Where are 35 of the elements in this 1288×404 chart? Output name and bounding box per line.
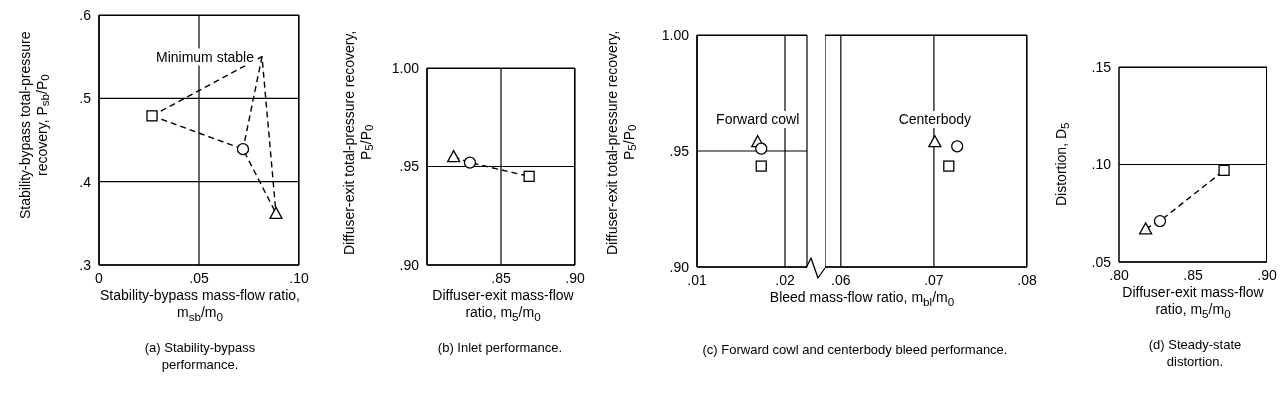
annotation: Centerbody [896,110,974,128]
y-tick-label: .6 [79,6,92,23]
x-tick-label: .01 [687,271,707,288]
x-tick-label: .02 [775,271,795,288]
x-axis-title: Bleed mass-flow ratio, m$_{bl}$/m$_{0}$ [768,289,956,310]
x-tick-label: .05 [189,269,209,286]
y-tick-label: .3 [79,256,92,273]
text: (b) Inlet performance. [436,339,564,356]
x-tick-label: .10 [289,269,309,286]
y-tick-label: 1.00 [661,26,690,43]
x-axis-title: Stability-bypass mass-flow ratio, m$_{sb}$/m$_{0}$ [100,287,300,325]
x-axis-title: Diffuser-exit mass-flow ratio, m$_{5}$/m$_{0}$ [1121,284,1265,322]
text: (d) Steady-state distortion. [1147,336,1243,370]
y-tick-label: .5 [79,90,92,107]
y-tick-label: 1.00 [391,59,420,76]
x-tick-label: .08 [1017,271,1037,288]
x-tick-label: .85 [491,269,511,286]
text: (c) Forward cowl and centerbody bleed performance. [701,341,1009,358]
x-tick-label: .06 [831,271,851,288]
x-tick-label: .85 [1183,266,1203,283]
y-tick-label: .95 [399,158,420,175]
x-tick-label: .90 [565,269,585,286]
y-tick-label: .4 [79,173,92,190]
annotation: Forward cowl [714,110,802,128]
annotation: Minimum stable [153,48,256,66]
x-axis-title: Diffuser-exit mass-flow ratio, m$_{5}$/m$_{0}$ [431,287,575,325]
x-tick-label: .07 [924,271,944,288]
y-tick-label: .95 [669,142,690,159]
x-tick-label: .90 [1257,266,1277,283]
y-tick-label: .15 [1091,58,1112,75]
x-tick-label: 0 [95,269,104,286]
text: (a) Stability-bypass performance. [143,339,257,373]
y-tick-label: .05 [1091,253,1112,270]
y-tick-label: .10 [1091,156,1112,173]
x-tick-label: .80 [1109,266,1129,283]
